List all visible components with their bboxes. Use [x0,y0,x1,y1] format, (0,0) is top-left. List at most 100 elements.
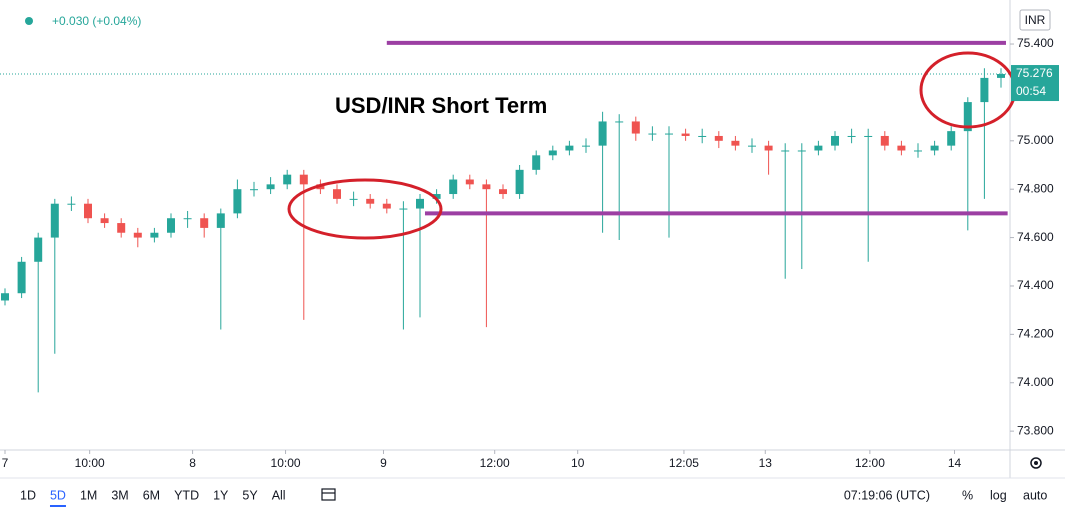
candle-body [250,189,258,191]
y-tick-label: 75.400 [1017,36,1054,50]
candle-body [333,189,341,199]
range-button[interactable]: 3M [111,488,128,502]
candle-body [681,133,690,136]
candle-body [880,135,889,146]
candle-body [582,145,590,147]
candle-body [299,174,308,185]
plot [0,40,1010,393]
candle-body [349,198,358,200]
x-tick-label: 12:00 [855,456,885,470]
candle-body [499,189,507,195]
change-label: +0.030 (+0.04%) [52,14,141,28]
candle-body [947,131,956,146]
candle-body [714,135,723,141]
scale-option[interactable]: % [962,488,973,502]
candle-body [532,155,541,170]
y-tick-label: 74.600 [1017,230,1054,244]
y-tick-label: 74.200 [1017,327,1054,341]
last-price-tag [1011,65,1059,102]
clock-label: 07:19:06 (UTC) [844,488,930,502]
range-button[interactable]: 5D [50,488,66,502]
range-button[interactable]: 1D [20,488,36,502]
candle-body [482,184,491,190]
x-tick-label: 9 [380,456,387,470]
range-button[interactable]: All [272,488,286,502]
candle-body [665,133,673,135]
toolbar: 1D 5D 1M 3M 6M YTD 1Y 5Y All 07:19:06 (UTC)% log au… [20,488,1047,507]
candle-body [914,150,922,152]
candle-body [963,102,972,132]
candle-body [17,261,26,294]
candle-body [133,232,142,238]
candle-body [150,232,159,238]
status-dot [25,17,33,25]
y-tick-label: 74.800 [1017,181,1054,195]
candle-body [84,203,92,219]
candle-body [980,77,989,103]
candle-body [648,133,657,135]
highlight-ellipse [287,178,443,240]
x-tick-label: 14 [948,456,962,470]
candle-body [382,203,391,209]
candle-body [764,145,773,151]
candle-body [797,150,806,152]
range-button[interactable]: 1M [80,488,97,502]
last-price-label: 75.276 [1016,66,1053,80]
candle-body [814,145,823,151]
scale-option[interactable]: log [990,488,1007,502]
settings-icon[interactable] [1030,457,1042,469]
candle-body [465,179,474,185]
candle-body [831,135,839,146]
x-tick-label: 10:00 [75,456,105,470]
candle-body [100,218,109,224]
candle-body [847,135,856,137]
candle-body [34,237,43,262]
candle-body [117,223,126,233]
candle-body [615,121,624,123]
x-tick-label: 8 [189,456,196,470]
candle-body [997,74,1005,78]
candle-body [515,169,524,195]
candle-body [748,145,756,147]
candle-body [864,135,873,137]
candle-body [266,184,275,190]
candle-body [399,208,408,210]
candle-body [548,150,557,156]
candle-body [283,174,292,185]
range-button[interactable]: 5Y [242,488,258,502]
candle-body [67,203,76,205]
annotation: USD/INR Short Term [335,93,547,118]
candle-body [233,189,242,214]
scale-option[interactable]: auto [1023,488,1047,502]
candle-body [449,179,458,195]
range-button[interactable]: YTD [174,488,199,502]
candle-body [50,203,59,238]
candle-body [698,135,707,137]
candle-body [781,150,790,152]
candle-body [216,213,225,228]
candle-body [416,198,424,209]
x-tick-label: 12:05 [669,456,699,470]
y-tick-label: 73.800 [1017,423,1054,437]
currency-label[interactable]: INR [1025,13,1046,27]
currency-box[interactable] [1019,9,1051,31]
x-tick-label: 10:00 [271,456,301,470]
candle-body [565,145,574,151]
candle-body [200,218,209,228]
candle-body [167,218,175,233]
y-tick-label: 74.400 [1017,278,1054,292]
x-tick-label: 13 [759,456,773,470]
x-tick-label: 10 [571,456,585,470]
candle-body [598,121,607,146]
candle-body [432,194,441,199]
date-range-icon[interactable] [321,488,336,501]
candle-body [897,145,906,151]
y-tick-label: 75.000 [1017,133,1054,147]
range-button[interactable]: 6M [143,488,160,502]
y-tick-label: 74.000 [1017,375,1054,389]
candle-body [631,121,640,134]
countdown-label: 00:54 [1016,84,1046,98]
x-tick-label: 12:00 [480,456,510,470]
range-button[interactable]: 1Y [213,488,229,502]
